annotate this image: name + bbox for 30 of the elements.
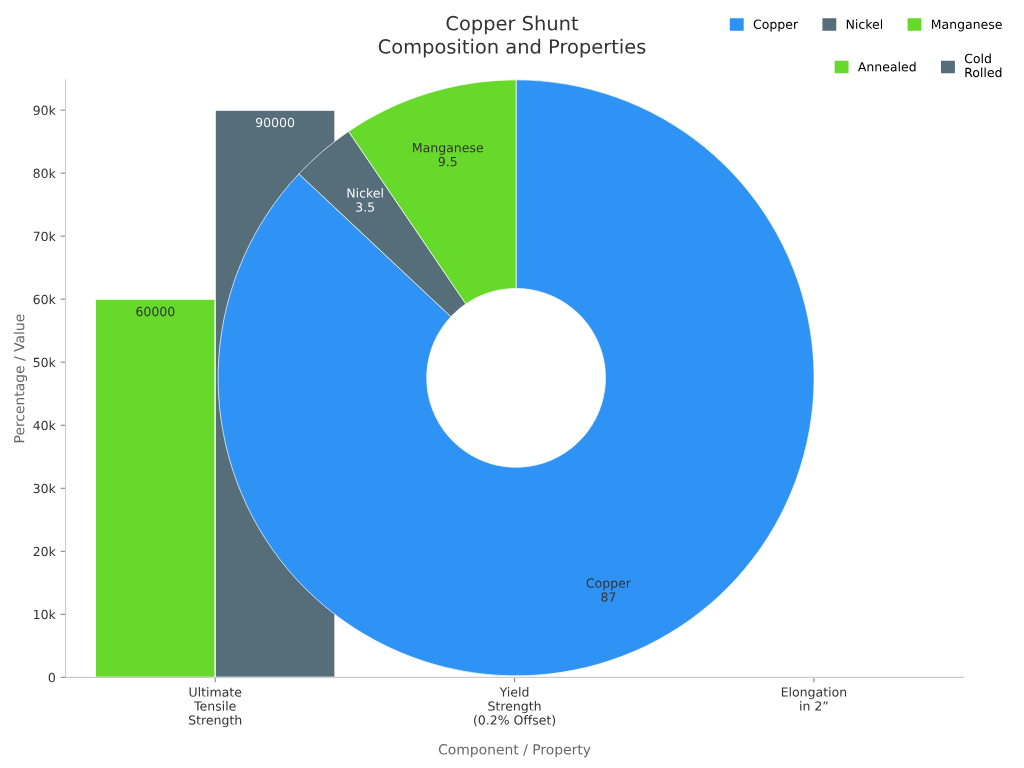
data-label: 60000 xyxy=(136,306,175,317)
x-tick-label: Elongation in 2” xyxy=(781,687,847,711)
data-label: 87 xyxy=(601,592,616,602)
y-tick-label: 90k xyxy=(33,105,56,116)
chart-title: Copper Shunt Composition and Properties xyxy=(378,15,646,58)
y-tick-label: 50k xyxy=(33,357,56,368)
data-label: 3.5 xyxy=(356,202,374,212)
legend-label: Annealed xyxy=(857,61,916,72)
x-tick-label: Yield Strength (0.2% Offset) xyxy=(474,687,556,727)
x-tick-label: Ultimate Tensile Strength xyxy=(189,687,242,728)
donut-slice xyxy=(217,79,815,677)
y-tick-label: 30k xyxy=(33,483,56,494)
y-axis-title: Percentage / Value xyxy=(13,314,28,443)
legend-label: Copper xyxy=(753,19,799,32)
y-tick-label: 60k xyxy=(33,294,56,305)
y-tick-label: 0 xyxy=(48,672,55,683)
y-tick-label: 40k xyxy=(33,420,56,431)
legend-label: Cold Rolled xyxy=(964,53,1002,78)
y-tick-label: 80k xyxy=(33,168,56,179)
y-tick-label: 10k xyxy=(34,609,56,620)
legend-label: Manganese xyxy=(931,19,1002,32)
legend-label: Nickel xyxy=(846,19,883,29)
data-label: 9.5 xyxy=(438,156,457,167)
slice-label: Copper xyxy=(586,578,631,591)
x-axis-title: Component / Property xyxy=(438,744,591,758)
slice-label: Manganese xyxy=(413,143,483,155)
slice-label: Nickel xyxy=(347,188,383,198)
y-tick-label: 20k xyxy=(33,546,56,557)
data-label: 90000 xyxy=(255,117,295,128)
y-tick-label: 70k xyxy=(33,231,56,242)
